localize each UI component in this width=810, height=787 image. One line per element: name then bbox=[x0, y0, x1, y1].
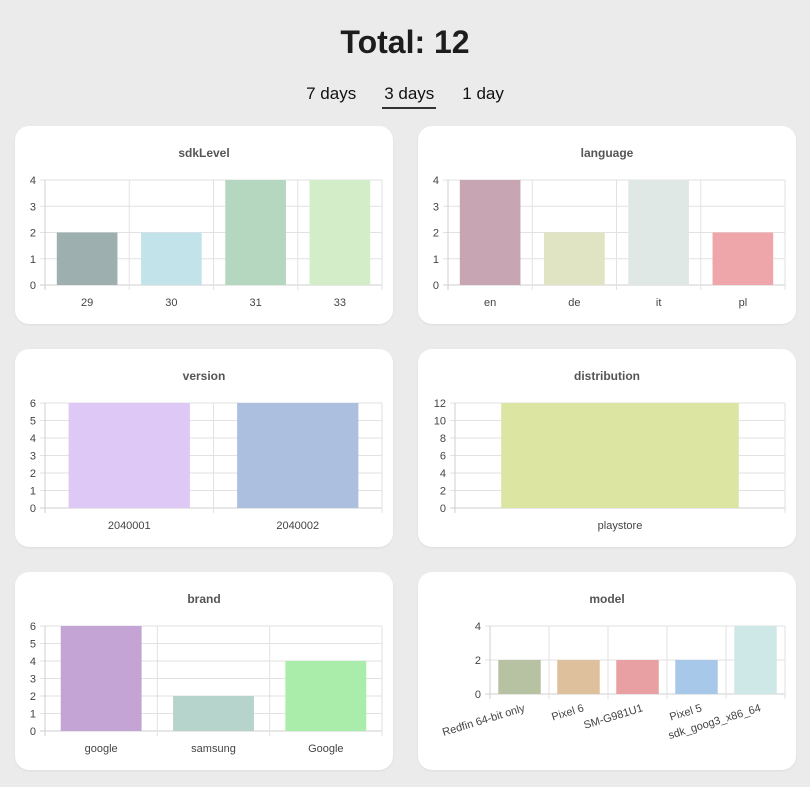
x-tick-label: playstore bbox=[598, 520, 643, 532]
x-tick-label: 29 bbox=[81, 297, 93, 309]
y-tick-label: 5 bbox=[30, 639, 36, 651]
bar-2040002[interactable] bbox=[237, 403, 359, 508]
x-tick-label: Google bbox=[308, 743, 343, 755]
chart-distribution: distribution 0 2 4 6 8 10 12 playstore bbox=[434, 369, 786, 532]
y-tick-label: 4 bbox=[433, 175, 439, 187]
y-tick-label: 4 bbox=[475, 621, 481, 633]
x-tick-label: it bbox=[656, 297, 662, 309]
chart-model: model 0 2 4 Redfin 64-bit only Pixel 6SM-G981… bbox=[441, 592, 786, 742]
chart-card-version: version 0 1 2 3 4 5 6 2040001 2040002 bbox=[15, 349, 393, 547]
y-tick-label: 3 bbox=[30, 451, 36, 463]
y-tick-label: 6 bbox=[30, 621, 36, 633]
bar-samsung[interactable] bbox=[173, 696, 254, 731]
bar-playstore[interactable] bbox=[501, 403, 739, 508]
y-tick-label: 6 bbox=[30, 398, 36, 410]
x-tick-label: de bbox=[568, 297, 580, 309]
bar-redfin-64-bit-only[interactable] bbox=[498, 660, 541, 694]
chart-card-model: model 0 2 4 Redfin 64-bit only Pixel 6 SM-G981… bbox=[418, 572, 796, 770]
chart-language: language 0 1 2 3 4 en de it pl bbox=[433, 146, 786, 309]
y-tick-label: 3 bbox=[30, 674, 36, 686]
chart-title: distribution bbox=[574, 369, 640, 383]
y-tick-label: 0 bbox=[30, 280, 36, 292]
y-tick-label: 4 bbox=[30, 175, 36, 187]
y-tick-label: 8 bbox=[440, 433, 446, 445]
chart-version: version 0 1 2 3 4 5 6 2040001 2040002 bbox=[30, 369, 383, 532]
x-tick-label: 31 bbox=[250, 297, 262, 309]
y-tick-label: 3 bbox=[433, 201, 439, 213]
y-tick-label: 1 bbox=[433, 254, 439, 266]
x-tick-label: Pixel 6 bbox=[550, 702, 585, 723]
y-tick-label: 2 bbox=[30, 691, 36, 703]
x-tick-label: SM-G981U1 bbox=[582, 702, 644, 731]
bar-29[interactable] bbox=[56, 232, 118, 286]
x-tick-label: google bbox=[85, 743, 118, 755]
chart-title: version bbox=[183, 369, 226, 383]
chart-card-distribution: distribution 0 2 4 6 8 10 12 playstore bbox=[418, 349, 796, 547]
chart-card-brand: brand 0 1 2 3 4 5 6 google samsung Google bbox=[15, 572, 393, 770]
bar-sm-g981u1[interactable] bbox=[616, 660, 659, 694]
y-tick-label: 5 bbox=[30, 416, 36, 428]
bar-en[interactable] bbox=[459, 180, 521, 285]
y-tick-label: 0 bbox=[475, 689, 481, 701]
x-tick-label: pl bbox=[739, 297, 748, 309]
bar-31[interactable] bbox=[225, 180, 286, 285]
y-tick-label: 4 bbox=[30, 433, 36, 445]
x-tick-label: 2040002 bbox=[276, 520, 319, 532]
y-tick-label: 2 bbox=[475, 655, 481, 667]
x-tick-label: 33 bbox=[334, 297, 346, 309]
y-tick-label: 2 bbox=[440, 486, 446, 498]
x-tick-label: Redfin 64-bit only bbox=[441, 702, 527, 739]
tab-3-days[interactable]: 3 days bbox=[382, 84, 437, 109]
y-tick-label: 4 bbox=[30, 656, 36, 668]
x-tick-label: 2040001 bbox=[108, 520, 151, 532]
chart-card-language: language 0 1 2 3 4 en de it pl bbox=[418, 126, 796, 324]
y-tick-label: 1 bbox=[30, 709, 36, 721]
bar-pixel-5[interactable] bbox=[675, 660, 718, 694]
chart-brand: brand 0 1 2 3 4 5 6 google samsung Google bbox=[30, 592, 383, 755]
x-tick-label: samsung bbox=[191, 743, 236, 755]
chart-card-sdklevel: sdkLevel 0 1 2 3 4 29 30 31 33 bbox=[15, 126, 393, 324]
bar-it[interactable] bbox=[628, 180, 689, 285]
y-tick-label: 0 bbox=[30, 503, 36, 515]
y-tick-label: 1 bbox=[30, 486, 36, 498]
bar-google[interactable] bbox=[60, 626, 142, 731]
chart-title: brand bbox=[187, 592, 220, 606]
bar-de[interactable] bbox=[544, 232, 605, 286]
bar-2040001[interactable] bbox=[68, 403, 190, 508]
y-tick-label: 2 bbox=[433, 228, 439, 240]
x-tick-label: 30 bbox=[165, 297, 177, 309]
y-tick-label: 0 bbox=[30, 726, 36, 738]
tab-1-day[interactable]: 1 day bbox=[462, 84, 504, 103]
y-tick-label: 3 bbox=[30, 201, 36, 213]
bar-33[interactable] bbox=[309, 180, 371, 285]
x-tick-label: en bbox=[484, 297, 496, 309]
chart-sdkLevel: sdkLevel 0 1 2 3 4 29 30 31 33 bbox=[30, 146, 383, 309]
chart-title: sdkLevel bbox=[178, 146, 229, 160]
range-tabs: 7 days 3 days 1 day bbox=[0, 84, 810, 109]
bar-pl[interactable] bbox=[712, 232, 774, 286]
y-tick-label: 10 bbox=[434, 416, 446, 428]
y-tick-label: 2 bbox=[30, 228, 36, 240]
page-title: Total: 12 bbox=[340, 24, 470, 60]
y-tick-label: 6 bbox=[440, 451, 446, 463]
bar-pixel-6[interactable] bbox=[557, 660, 600, 694]
y-tick-label: 0 bbox=[433, 280, 439, 292]
y-tick-label: 12 bbox=[434, 398, 446, 410]
chart-title: language bbox=[581, 146, 634, 160]
bar-google[interactable] bbox=[285, 661, 367, 731]
y-tick-label: 0 bbox=[440, 503, 446, 515]
bar-sdk-goog3-x86-64[interactable] bbox=[734, 626, 777, 694]
y-tick-label: 1 bbox=[30, 254, 36, 266]
tab-7-days[interactable]: 7 days bbox=[306, 84, 357, 103]
bar-30[interactable] bbox=[141, 232, 202, 286]
y-tick-label: 2 bbox=[30, 468, 36, 480]
y-tick-label: 4 bbox=[440, 468, 446, 480]
chart-title: model bbox=[589, 592, 624, 606]
